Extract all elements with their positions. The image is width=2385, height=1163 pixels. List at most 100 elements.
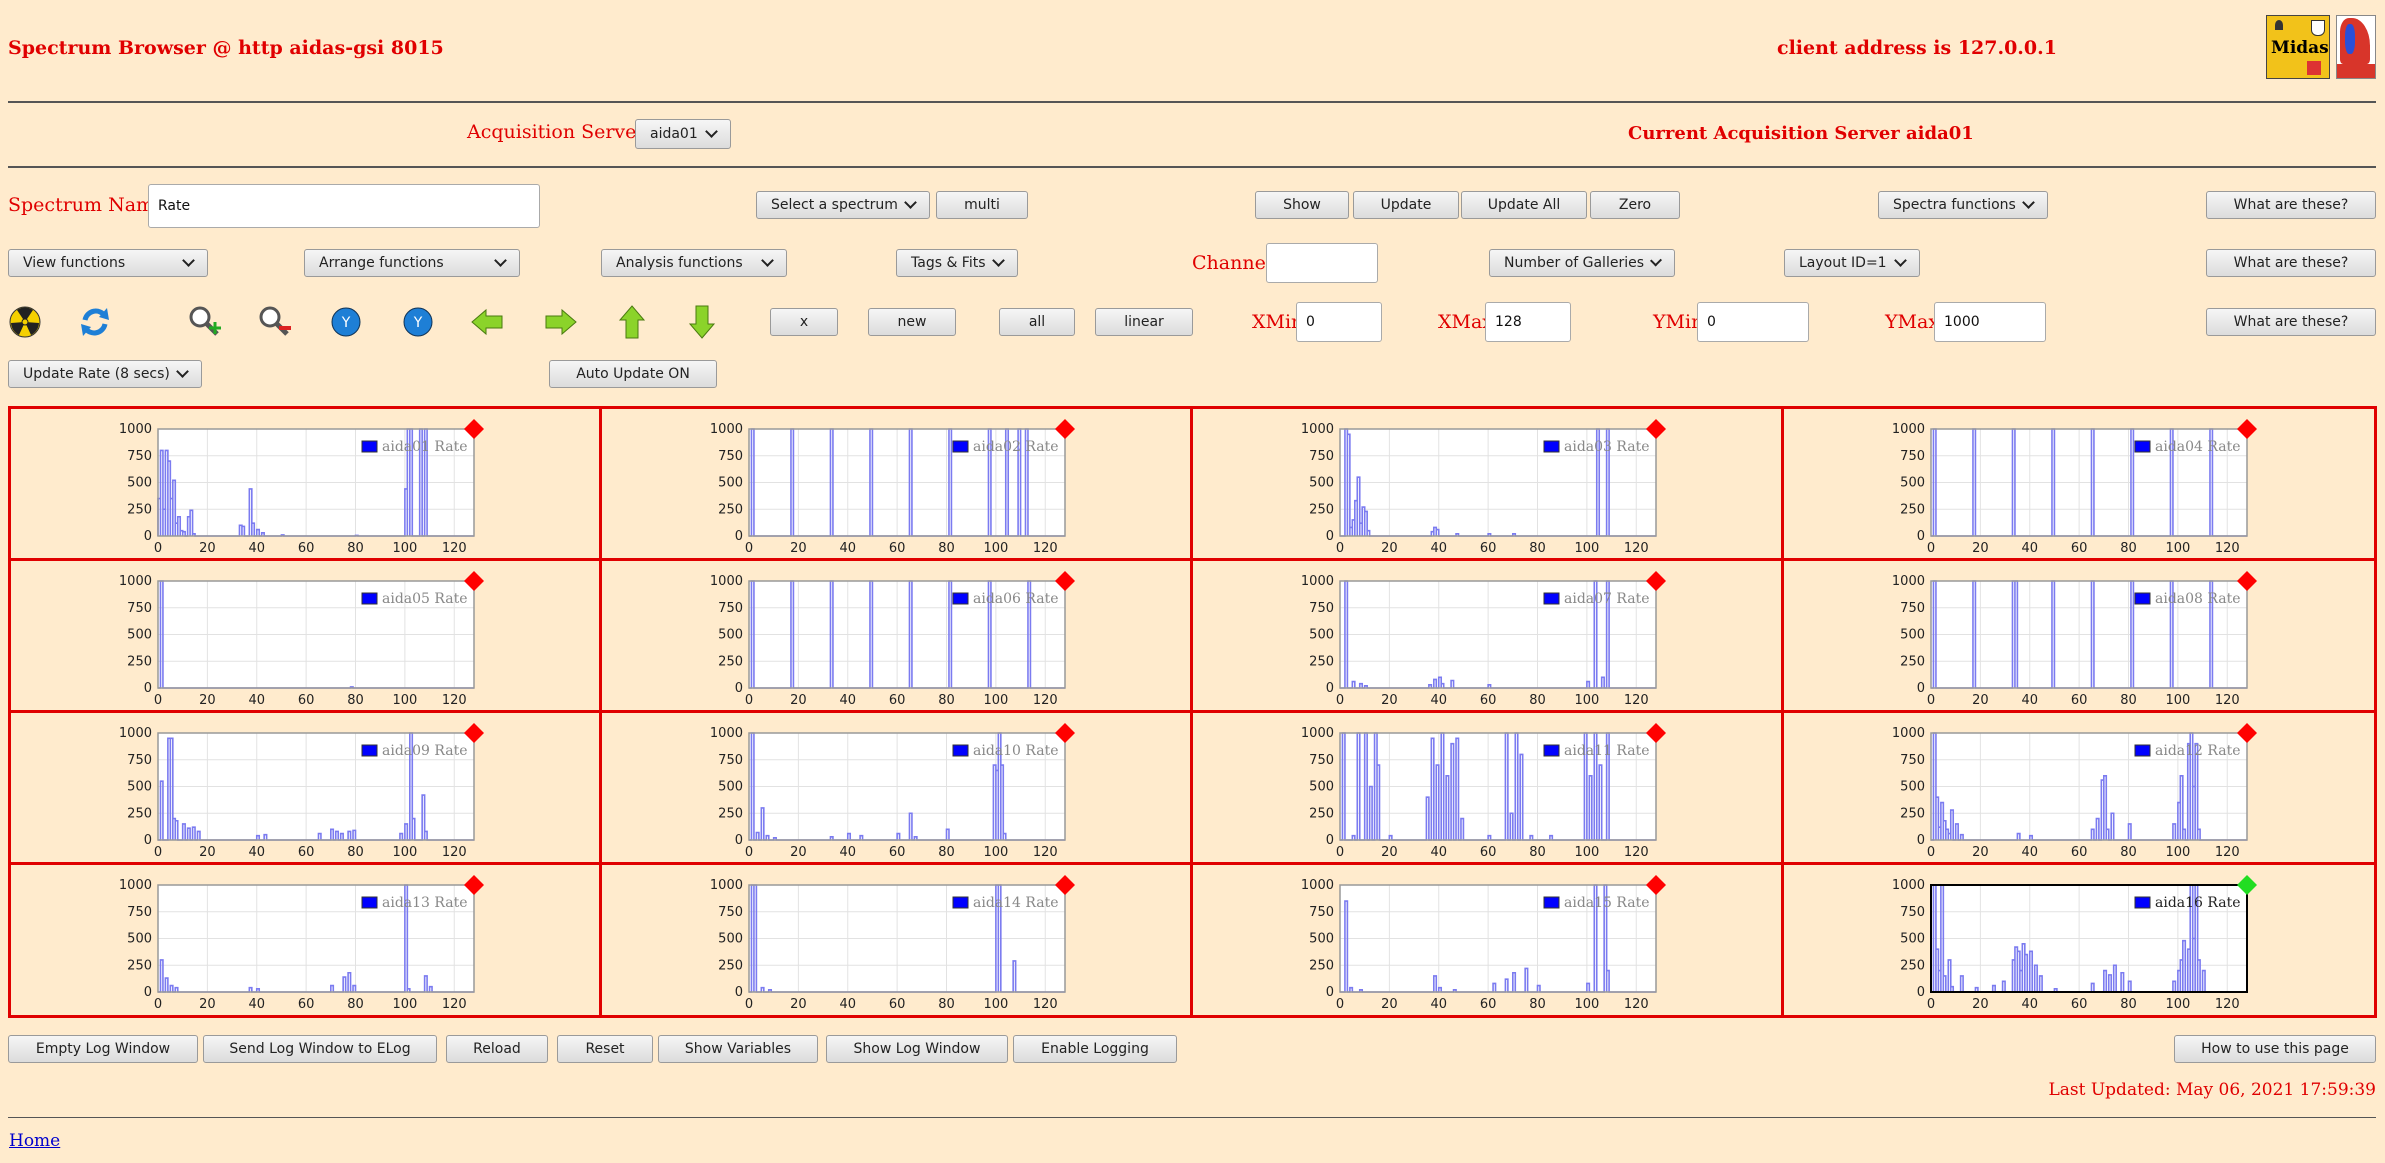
- spectrum-panel[interactable]: 1000 750 500 250 0 0 20 40 60 80 100 120 aida06 Rate: [602, 561, 1193, 713]
- linear-button[interactable]: linear: [1095, 308, 1193, 336]
- new-button[interactable]: new: [868, 308, 956, 336]
- x-tick-label: 80: [2120, 541, 2137, 556]
- x-tick-label: 0: [1336, 845, 1344, 860]
- spectrum-chart[interactable]: 1000 750 500 250 00 20 40 60 80 100 120 aida10 Rate: [602, 713, 1189, 861]
- spectrum-panel[interactable]: 1000 750 500 250 0 0 20 40 60 80 100 120 aida12 Rate: [1784, 713, 2375, 865]
- spectrum-panel[interactable]: 1000 750 500 250 0 0 20 40 60 80 100 120 aida02 Rate: [602, 409, 1193, 561]
- midas-logo-text: Midas: [2271, 38, 2329, 58]
- auto-update-button[interactable]: Auto Update ON: [549, 360, 717, 388]
- ymax-input[interactable]: 1000: [1934, 302, 2046, 342]
- x-tick-label: 100: [2165, 693, 2190, 708]
- spectrum-panel[interactable]: 1000 750 500 250 0 0 20 40 60 80 100 120 aida04 Rate: [1784, 409, 2375, 561]
- spectrum-chart[interactable]: 1000 750 500 250 00 20 40 60 80 100 120 aida13 Rate: [11, 865, 598, 1013]
- spectrum-chart[interactable]: 1000 750 500 250 00 20 40 60 80 100 120 aida05 Rate: [11, 561, 598, 709]
- spectrum-panel[interactable]: 1000 750 500 250 0 0 20 40 60 80 100 120 aida16 Rate: [1784, 865, 2375, 1017]
- spectrum-panel[interactable]: 1000 750 500 250 0 0 20 40 60 80 100 120 aida14 Rate: [602, 865, 1193, 1017]
- spectrum-panel[interactable]: 1000 750 500 250 0 0 20 40 60 80 100 120 aida01 Rate: [11, 409, 602, 561]
- all-button[interactable]: all: [999, 308, 1075, 336]
- tags-fits-dropdown[interactable]: Tags & Fits: [896, 249, 1018, 277]
- home-link[interactable]: Home: [9, 1131, 61, 1151]
- xmax-input[interactable]: 128: [1485, 302, 1571, 342]
- spectrum-name-input[interactable]: Rate: [148, 184, 540, 228]
- arrange-functions-dropdown[interactable]: Arrange functions: [304, 249, 520, 277]
- zoom-out-icon[interactable]: [257, 304, 293, 340]
- x-button[interactable]: x: [770, 308, 838, 336]
- update-rate-dropdown[interactable]: Update Rate (8 secs): [8, 360, 202, 388]
- show-button[interactable]: Show: [1255, 191, 1349, 219]
- legend-swatch: [952, 440, 969, 453]
- x-tick-label: 60: [298, 693, 315, 708]
- zoom-in-icon[interactable]: [187, 304, 223, 340]
- x-tick-label: 80: [2120, 845, 2137, 860]
- spectrum-chart[interactable]: 1000 750 500 250 00 20 40 60 80 100 120 aida08 Rate: [1784, 561, 2371, 709]
- current-server: Current Acquisition Server aida01: [1628, 123, 1974, 144]
- spectrum-panel[interactable]: 1000 750 500 250 0 0 20 40 60 80 100 120 aida08 Rate: [1784, 561, 2375, 713]
- y-tick-label: 500: [718, 780, 743, 795]
- spectrum-chart[interactable]: 1000 750 500 250 00 20 40 60 80 100 120 aida11 Rate: [1193, 713, 1780, 861]
- ymin-input[interactable]: 0: [1697, 302, 1809, 342]
- spectrum-chart[interactable]: 1000 750 500 250 00 20 40 60 80 100 120 aida06 Rate: [602, 561, 1189, 709]
- channel-input[interactable]: [1266, 243, 1378, 283]
- right-arrow-icon[interactable]: [542, 304, 578, 340]
- legend-swatch: [361, 744, 378, 757]
- spectrum-panel[interactable]: 1000 750 500 250 0 0 20 40 60 80 100 120 aida13 Rate: [11, 865, 602, 1017]
- chevron-down-icon: [182, 254, 195, 267]
- spectrum-chart[interactable]: 1000 750 500 250 00 20 40 60 80 100 120 aida04 Rate: [1784, 409, 2371, 557]
- empty-log-button[interactable]: Empty Log Window: [8, 1035, 198, 1063]
- left-arrow-icon[interactable]: [470, 304, 506, 340]
- x-tick-label: 0: [1336, 541, 1344, 556]
- layout-dropdown[interactable]: Layout ID=1: [1784, 249, 1920, 277]
- select-spectrum-dropdown[interactable]: Select a spectrum: [756, 191, 930, 219]
- y-tick-label: 1000: [119, 878, 152, 893]
- x-tick-label: 60: [1480, 997, 1497, 1012]
- spectrum-chart[interactable]: 1000 750 500 250 00 20 40 60 80 100 120 aida09 Rate: [11, 713, 598, 861]
- spectrum-panel[interactable]: 1000 750 500 250 0 0 20 40 60 80 100 120 aida10 Rate: [602, 713, 1193, 865]
- show-log-window-button[interactable]: Show Log Window: [826, 1035, 1008, 1063]
- spectrum-chart[interactable]: 1000 750 500 250 00 20 40 60 80 100 120 aida07 Rate: [1193, 561, 1780, 709]
- spectrum-panel[interactable]: 1000 750 500 250 0 0 20 40 60 80 100 120 aida07 Rate: [1193, 561, 1784, 713]
- spectrum-panel[interactable]: 1000 750 500 250 0 0 20 40 60 80 100 120 aida15 Rate: [1193, 865, 1784, 1017]
- spectrum-chart[interactable]: 1000 750 500 250 00 20 40 60 80 100 120 aida02 Rate: [602, 409, 1189, 557]
- spectrum-panel[interactable]: 1000 750 500 250 0 0 20 40 60 80 100 120 aida03 Rate: [1193, 409, 1784, 561]
- galleries-dropdown[interactable]: Number of Galleries: [1489, 249, 1675, 277]
- legend-swatch: [952, 744, 969, 757]
- multi-button[interactable]: multi: [936, 191, 1028, 219]
- help-button-1[interactable]: What are these?: [2206, 191, 2376, 219]
- spectrum-chart[interactable]: 1000 750 500 250 00 20 40 60 80 100 120 aida15 Rate: [1193, 865, 1780, 1013]
- reset-button[interactable]: Reset: [557, 1035, 653, 1063]
- update-all-button[interactable]: Update All: [1461, 191, 1587, 219]
- legend-label: aida13 Rate: [382, 895, 468, 911]
- spectrum-chart[interactable]: 1000 750 500 250 00 20 40 60 80 100 120 aida14 Rate: [602, 865, 1189, 1013]
- view-functions-dropdown[interactable]: View functions: [8, 249, 208, 277]
- help-button-2[interactable]: What are these?: [2206, 249, 2376, 277]
- spectrum-chart[interactable]: 1000 750 500 250 00 20 40 60 80 100 120 aida01 Rate: [11, 409, 598, 557]
- zero-button[interactable]: Zero: [1590, 191, 1680, 219]
- help-button-3[interactable]: What are these?: [2206, 308, 2376, 336]
- down-arrow-icon[interactable]: [684, 304, 720, 340]
- spectrum-panel[interactable]: 1000 750 500 250 0 0 20 40 60 80 100 120 aida05 Rate: [11, 561, 602, 713]
- spectrum-panel[interactable]: 1000 750 500 250 0 0 20 40 60 80 100 120 aida09 Rate: [11, 713, 602, 865]
- y-tick-label: 750: [1900, 601, 1925, 616]
- analysis-functions-dropdown[interactable]: Analysis functions: [601, 249, 787, 277]
- show-variables-button[interactable]: Show Variables: [658, 1035, 818, 1063]
- x-tick-label: 40: [2021, 997, 2038, 1012]
- xmin-input[interactable]: 0: [1296, 302, 1382, 342]
- x-tick-label: 20: [790, 997, 807, 1012]
- reload-button[interactable]: Reload: [446, 1035, 548, 1063]
- spectrum-chart[interactable]: 1000 750 500 250 00 20 40 60 80 100 120 aida12 Rate: [1784, 713, 2371, 861]
- spectra-functions-dropdown[interactable]: Spectra functions: [1878, 191, 2048, 219]
- y-tick-label: 0: [1326, 681, 1334, 696]
- radiation-icon[interactable]: [7, 304, 43, 340]
- up-arrow-icon[interactable]: [614, 304, 650, 340]
- spectrum-chart[interactable]: 1000 750 500 250 00 20 40 60 80 100 120 aida03 Rate: [1193, 409, 1780, 557]
- y-down-icon[interactable]: Y: [328, 304, 364, 340]
- enable-logging-button[interactable]: Enable Logging: [1013, 1035, 1177, 1063]
- spectrum-chart[interactable]: 1000 750 500 250 00 20 40 60 80 100 120 aida16 Rate: [1784, 865, 2371, 1013]
- acquisition-server-select[interactable]: aida01: [635, 119, 731, 149]
- how-to-use-button[interactable]: How to use this page: [2174, 1035, 2376, 1063]
- send-log-elog-button[interactable]: Send Log Window to ELog: [203, 1035, 437, 1063]
- spectrum-panel[interactable]: 1000 750 500 250 0 0 20 40 60 80 100 120 aida11 Rate: [1193, 713, 1784, 865]
- refresh-icon[interactable]: [77, 304, 113, 340]
- update-button[interactable]: Update: [1353, 191, 1459, 219]
- y-up-icon[interactable]: Y: [400, 304, 436, 340]
